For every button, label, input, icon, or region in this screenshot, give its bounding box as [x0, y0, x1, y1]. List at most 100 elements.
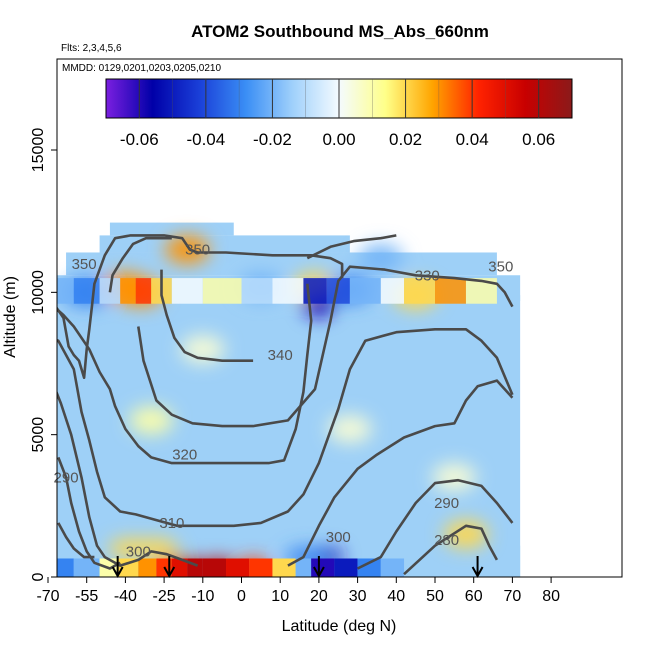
contour-label: 300 — [126, 543, 151, 560]
flights-note: Flts: 2,3,4,5,6 — [61, 43, 122, 54]
y-tick-label: 10000 — [30, 270, 47, 315]
contour-line — [57, 283, 313, 465]
colorbar-tick-label: 0.04 — [456, 130, 489, 149]
contour-label: 340 — [268, 347, 293, 364]
contour-line — [287, 379, 514, 567]
contour-line — [57, 328, 514, 528]
contour-label: 320 — [172, 447, 197, 464]
contour-line — [108, 236, 172, 293]
contour-label: 350 — [185, 242, 210, 259]
field-upper-cell — [57, 278, 74, 304]
flight-arrow-head — [111, 566, 124, 579]
x-tick-label: 10 — [271, 588, 289, 605]
colorbar: -0.06 -0.04 -0.02 0.00 0.02 0.04 0.06 — [105, 78, 573, 149]
field-upper-cell — [404, 278, 435, 304]
contour-line — [57, 390, 199, 567]
flight-markers — [111, 556, 484, 579]
x-axis: -70 -55 -40 -25 -10 0 10 20 30 40 50 60 70 80 — [36, 577, 560, 605]
contour-label: 350 — [72, 256, 97, 273]
field-surface-cell — [272, 558, 296, 577]
field-surface-cell — [357, 558, 381, 577]
contour-line — [357, 478, 514, 570]
field-upper-cell — [202, 278, 242, 304]
x-tick-label: -70 — [36, 588, 59, 605]
heatmap-field — [57, 222, 521, 577]
x-tick-label: 30 — [349, 588, 367, 605]
x-tick-label: 0 — [237, 588, 246, 605]
contour-label: 310 — [159, 515, 184, 532]
field-surface-cell — [295, 558, 312, 577]
field-upper-cell — [380, 278, 405, 304]
field-surface-cell — [73, 558, 100, 577]
field-hotspot — [165, 235, 210, 264]
contour-labels: 350 350 330 350 340 320 310 290 290 300 300 280 — [54, 242, 514, 561]
x-tick-label: -40 — [114, 588, 137, 605]
plot-frame — [56, 58, 623, 578]
field-surface-cell — [117, 558, 139, 577]
field-surface-cell — [138, 558, 157, 577]
field-coverage-cell — [57, 295, 521, 577]
x-tick-label: 50 — [426, 588, 444, 605]
y-tick-label: 5000 — [30, 417, 47, 453]
field-hotspot — [358, 244, 403, 273]
contour-label: 330 — [415, 267, 440, 284]
field-surface-cell — [202, 558, 227, 577]
contour-label: 300 — [326, 529, 351, 546]
field-surface-cell — [171, 558, 188, 577]
x-axis-label: Latitude (deg N) — [282, 618, 397, 635]
y-axis: 0 5000 10000 15000 — [30, 128, 57, 581]
field-hotspot — [129, 406, 174, 435]
colorbar-tick-label: -0.02 — [253, 130, 292, 149]
chart-title: ATOM2 Southbound MS_Abs_660nm — [191, 22, 489, 41]
field-upper-cell — [135, 278, 152, 304]
contour-lines — [57, 234, 514, 576]
colorbar-tick-label: 0.06 — [522, 130, 555, 149]
field-upper-cell — [435, 278, 466, 304]
contour-line — [57, 522, 95, 559]
field-coverage-cell — [99, 235, 350, 253]
contour-label: 280 — [434, 532, 459, 549]
field-upper-cell — [171, 278, 203, 304]
field-surface-cell — [249, 558, 273, 577]
field-upper-cell — [349, 278, 381, 304]
field-surface-cell — [57, 558, 74, 577]
field-coverage-cell — [109, 222, 234, 236]
flight-arrow-head — [471, 566, 484, 579]
colorbar-tick-label: 0.02 — [389, 130, 422, 149]
x-tick-label: -10 — [191, 588, 214, 605]
contour-line — [403, 524, 499, 576]
x-tick-label: -25 — [153, 588, 176, 605]
x-tick-label: 20 — [310, 588, 328, 605]
flight-arrow-head — [163, 566, 176, 579]
colorbar-tick-label: -0.06 — [120, 130, 159, 149]
x-tick-label: -55 — [75, 588, 98, 605]
y-axis-label: Altitude (m) — [2, 276, 19, 358]
flight-arrow-head — [313, 566, 325, 579]
field-hotspot — [432, 463, 477, 492]
contour-line — [137, 265, 514, 428]
y-tick-label: 0 — [30, 572, 47, 581]
field-upper-cell — [272, 278, 304, 304]
contour-label: 350 — [488, 259, 513, 276]
field-surface-cell — [226, 558, 250, 577]
y-tick-label: 15000 — [30, 128, 47, 173]
field-upper-cell — [326, 278, 350, 304]
x-tick-label: 60 — [465, 588, 483, 605]
contour-line — [160, 269, 254, 362]
field-surface-cell — [334, 558, 358, 577]
field-upper-cell — [241, 278, 273, 304]
x-tick-label: 80 — [542, 588, 560, 605]
contour-line — [57, 456, 121, 570]
contour-line — [57, 234, 344, 379]
field-surface-cell — [380, 558, 405, 577]
contour-label: 290 — [434, 495, 459, 512]
colorbar-tick-label: -0.04 — [186, 130, 225, 149]
x-tick-label: 70 — [504, 588, 522, 605]
field-hotspot — [327, 414, 372, 443]
colorbar-tick-label: 0.00 — [322, 130, 355, 149]
dates-note: MMDD: 0129,0201,0203,0205,0210 — [62, 63, 221, 74]
field-upper-cell — [120, 278, 136, 304]
x-tick-label: 40 — [387, 588, 405, 605]
contour-label: 290 — [54, 469, 79, 486]
